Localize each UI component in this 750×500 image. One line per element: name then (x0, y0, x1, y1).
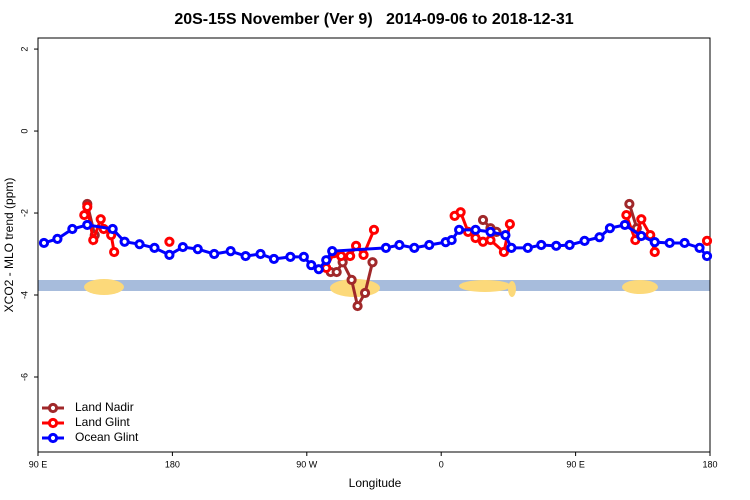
data-point (82, 219, 93, 231)
data-point (95, 214, 106, 225)
data-point (164, 236, 175, 247)
data-point (701, 235, 713, 247)
data-point (536, 239, 547, 251)
data-point (624, 198, 635, 210)
data-point (522, 242, 533, 253)
data-point (298, 251, 309, 262)
data-point (225, 246, 236, 257)
data-point (594, 232, 605, 243)
data-point (109, 246, 120, 258)
data-point (209, 248, 220, 260)
data-point (321, 255, 332, 266)
land-patch (508, 281, 516, 297)
data-point (636, 214, 647, 225)
data-point (352, 300, 363, 312)
y-tick-label: -2 (19, 209, 29, 217)
data-point (336, 250, 347, 262)
y-tick-label: -6 (19, 373, 29, 381)
data-point (192, 243, 203, 255)
data-point (359, 287, 371, 299)
land-patch (84, 279, 124, 295)
data-point (498, 246, 510, 258)
x-tick-label: 0 (439, 459, 444, 469)
data-point (285, 251, 296, 262)
data-point (649, 237, 660, 248)
data-point (380, 242, 392, 253)
data-point (368, 224, 380, 235)
data-point (52, 233, 63, 244)
data-point (394, 239, 405, 251)
data-point (579, 235, 590, 247)
data-point (268, 253, 280, 265)
data-point (621, 209, 632, 221)
data-point (619, 219, 630, 231)
data-point (500, 230, 511, 241)
data-point (485, 226, 496, 237)
data-point (134, 239, 145, 250)
data-point (506, 242, 517, 253)
data-point (327, 246, 338, 257)
data-point (367, 257, 378, 268)
x-tick-label: 180 (165, 459, 180, 469)
data-point (164, 249, 175, 260)
legend-label: Land Nadir (75, 400, 134, 414)
land-patch (459, 280, 511, 292)
data-point (604, 223, 616, 234)
data-point (107, 223, 118, 235)
data-point (454, 224, 465, 235)
data-point (455, 207, 466, 218)
x-tick-label: 90 W (296, 459, 318, 469)
data-point (485, 234, 496, 246)
land-patch (622, 280, 658, 294)
data-point (664, 237, 675, 249)
chart-title: 20S-15S November (Ver 9) 2014-09-06 to 2… (174, 11, 573, 28)
x-tick-label: 180 (702, 459, 717, 469)
legend-label: Land Glint (75, 415, 130, 429)
data-point (255, 248, 266, 260)
data-point (358, 249, 369, 260)
data-point (306, 259, 317, 271)
data-point (551, 240, 562, 251)
data-point (477, 214, 489, 226)
y-tick-label: 0 (19, 129, 29, 134)
series-line (84, 207, 707, 268)
data-point (504, 218, 515, 230)
legend-marker (47, 402, 59, 414)
data-point (470, 224, 481, 235)
y-tick-label: 2 (19, 47, 29, 52)
data-point (149, 242, 160, 253)
legend-marker (47, 417, 59, 429)
data-point (409, 242, 420, 253)
data-point (446, 234, 457, 246)
data-point (636, 230, 647, 242)
data-point (564, 239, 575, 251)
y-tick-label: -4 (19, 291, 29, 299)
data-point (67, 223, 78, 235)
x-tick-label: 90 E (29, 459, 48, 469)
legend-label: Ocean Glint (75, 430, 139, 444)
x-axis-label: Longitude (349, 476, 402, 490)
data-point (177, 241, 188, 253)
data-point (345, 250, 356, 262)
data-point (424, 239, 435, 251)
legend-marker (47, 432, 59, 444)
data-point (119, 236, 130, 247)
data-point (38, 237, 50, 249)
x-tick-label: 90 E (566, 459, 585, 469)
data-point (701, 250, 713, 262)
surface-strip (38, 279, 710, 297)
data-point (88, 234, 99, 246)
data-point (79, 209, 90, 221)
data-point (346, 274, 357, 285)
data-point (313, 264, 324, 275)
data-point (694, 242, 705, 253)
data-point (82, 201, 93, 212)
y-axis-label: XCO2 - MLO trend (ppm) (2, 178, 16, 313)
data-point (649, 246, 660, 258)
data-point (240, 250, 251, 262)
data-point (679, 237, 690, 249)
data-point (331, 266, 342, 278)
